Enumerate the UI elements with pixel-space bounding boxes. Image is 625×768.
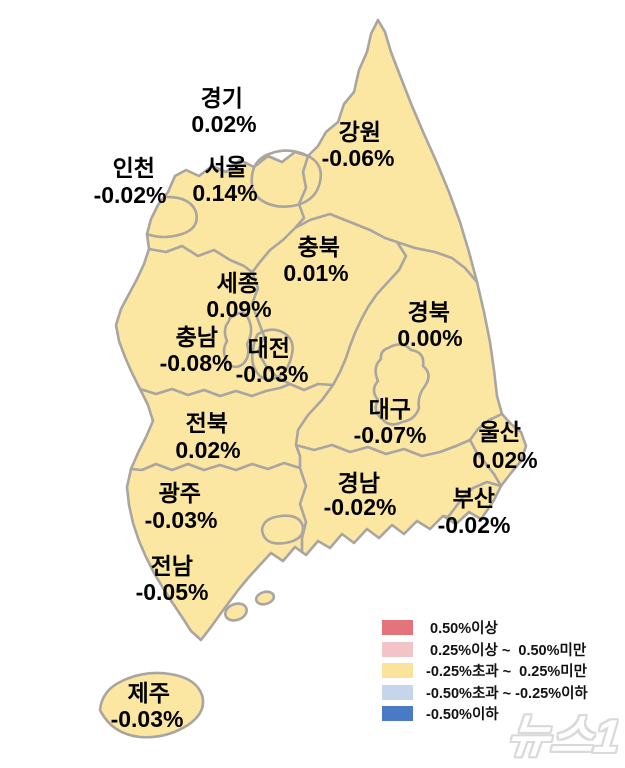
region-name: 광주 [159, 480, 201, 506]
region-name: 서울 [205, 154, 247, 180]
region-value: -0.06% [322, 145, 395, 171]
island-small-1 [224, 602, 248, 622]
region-value: -0.02% [94, 182, 167, 208]
news1-watermark: 뉴스1 [504, 710, 624, 762]
legend-item: 0.25%이상 ~ 0.50%미만 [382, 641, 618, 659]
gwangju-boundary [260, 514, 305, 545]
region-label-sejong: 세종 0.09% [206, 270, 271, 322]
region-label-daejeon: 대전 -0.03% [236, 335, 309, 387]
region-label-gyeongnam: 경남 -0.02% [324, 470, 397, 520]
legend-label: 0.50%이상 [426, 621, 498, 638]
region-name: 대구 [369, 396, 411, 422]
region-label-jeonbuk: 전북 0.02% [175, 410, 240, 463]
region-value: 0.00% [397, 325, 462, 351]
legend-item: -0.50%초과 ~ -0.25%이하 [382, 684, 618, 702]
legend-label: -0.50%초과 ~ -0.25%이하 [426, 685, 588, 702]
region-label-jeonnam: 전남 -0.05% [136, 553, 209, 605]
mainland-outline [114, 18, 528, 642]
legend-label: -0.25%초과 ~ 0.25%미만 [426, 664, 587, 681]
region-value: 0.02% [191, 111, 256, 137]
legend-item: -0.50%이하 [382, 706, 618, 724]
legend-swatch-high-rise [382, 620, 413, 636]
region-value: 0.01% [283, 260, 348, 286]
region-value: -0.03% [145, 507, 218, 533]
region-label-chungnam: 충남 -0.08% [160, 324, 233, 376]
jeju-island [98, 671, 205, 739]
region-value: -0.07% [354, 422, 427, 448]
region-name: 대전 [248, 335, 290, 361]
region-label-busan: 부산 -0.02% [438, 485, 511, 538]
legend-swatch-neutral [382, 663, 413, 679]
region-label-ulsan: 울산 0.02% [472, 419, 537, 473]
region-value: -0.03% [236, 361, 309, 387]
region-value: -0.08% [160, 350, 233, 376]
daejeon-boundary [250, 328, 294, 381]
seoul-boundary [250, 149, 323, 208]
legend-label: -0.50%이하 [426, 707, 499, 724]
region-label-seoul: 서울 0.14% [192, 154, 257, 206]
region-name: 세종 [217, 270, 259, 296]
region-label-incheon: 인천 -0.02% [94, 155, 167, 208]
region-name: 강원 [339, 119, 381, 145]
region-label-daegu: 대구 -0.07% [354, 396, 427, 448]
region-name: 울산 [479, 419, 521, 445]
region-value: 0.02% [175, 437, 240, 463]
region-name: 부산 [453, 485, 495, 511]
region-name: 경북 [408, 299, 450, 325]
region-name: 전북 [186, 410, 228, 436]
region-value: -0.05% [136, 579, 209, 605]
region-label-gyeonggi: 경기 0.02% [191, 85, 256, 137]
region-label-gangwon: 강원 -0.06% [322, 119, 395, 171]
legend-swatch-high-fall [382, 706, 413, 722]
daegu-boundary [372, 343, 430, 426]
region-value: -0.03% [111, 706, 184, 732]
region-value: 0.09% [206, 296, 271, 322]
legend-swatch-mid-rise [382, 641, 413, 657]
region-label-gwangju: 광주 -0.03% [145, 480, 218, 533]
region-value: 0.02% [472, 447, 537, 473]
legend-swatch-mid-fall [382, 684, 413, 700]
sejong-boundary [222, 311, 253, 369]
region-name: 인천 [113, 155, 155, 181]
legend-label: 0.25%이상 ~ 0.50%미만 [426, 642, 587, 659]
legend: 0.50%이상 0.25%이상 ~ 0.50%미만 -0.25%초과 ~ 0.2… [382, 620, 618, 724]
region-value: -0.02% [438, 512, 511, 538]
region-value: -0.02% [324, 494, 397, 520]
region-name: 제주 [128, 680, 170, 706]
island-small-2 [254, 590, 276, 606]
legend-item: -0.25%초과 ~ 0.25%미만 [382, 663, 618, 681]
region-name: 충남 [176, 324, 218, 350]
region-value: 0.14% [192, 180, 257, 206]
incheon-boundary [145, 195, 198, 239]
region-label-jeju: 제주 -0.03% [111, 680, 184, 732]
region-name: 전남 [151, 553, 193, 579]
legend-item: 0.50%이상 [382, 620, 618, 638]
region-label-gyeongbuk: 경북 0.00% [397, 299, 462, 351]
region-name: 경남 [338, 470, 380, 496]
region-name: 경기 [201, 85, 243, 111]
province-borders [129, 154, 504, 554]
region-label-chungbuk: 충북 0.01% [283, 234, 348, 286]
region-name: 충북 [298, 234, 340, 260]
